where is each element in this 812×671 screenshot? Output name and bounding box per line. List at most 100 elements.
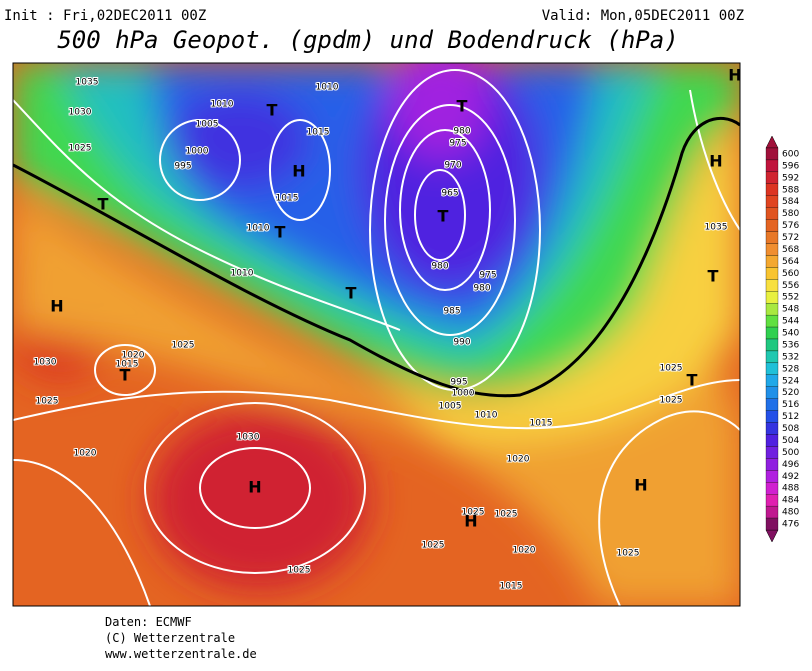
isobar-label: 975	[449, 139, 466, 149]
colorbar-label: 516	[782, 400, 799, 410]
isobar-label: 980	[473, 284, 490, 294]
colorbar-label: 512	[782, 412, 799, 422]
init-time: Init : Fri,02DEC2011 00Z	[4, 8, 206, 24]
colorbar-cell	[765, 517, 779, 531]
colorbar-label: 536	[782, 340, 799, 350]
colorbar-cell	[765, 291, 779, 304]
colorbar-cell	[765, 350, 779, 364]
colorbar-label: 580	[782, 209, 799, 219]
colorbar-cell	[765, 183, 779, 196]
colorbar-label: 584	[782, 197, 799, 207]
colorbar-label: 496	[782, 460, 799, 470]
map-labels: 1035 1030 1025 1010 1005 1000 995 T 1015 H 1015 101…	[33, 66, 740, 593]
isobar-label: 1015	[307, 128, 330, 138]
valid-time: Valid: Mon,05DEC2011 00Z	[542, 8, 744, 24]
colorbar-label: 568	[782, 245, 799, 255]
colorbar-cell	[765, 195, 779, 208]
colorbar-cell	[765, 505, 779, 519]
isobar-label: 1015	[530, 419, 553, 429]
colorbar-label: 576	[782, 221, 799, 231]
colorbar-label: 524	[782, 376, 799, 386]
isobar-label: 1030	[237, 433, 260, 443]
isobar-label: 1020	[122, 351, 145, 361]
colorbar-cell	[765, 314, 779, 328]
isobar-label: 1000	[186, 147, 209, 157]
isobar-label: 1005	[196, 120, 219, 130]
isobar-label: 1025	[422, 541, 445, 551]
isobar-label: 1025	[288, 566, 311, 576]
isobar-label: 1015	[500, 582, 523, 592]
isobar-label: 1010	[247, 224, 270, 234]
colorbar-label: 572	[782, 233, 799, 243]
colorbar-cell	[765, 255, 779, 268]
isobar-label: 1025	[36, 397, 59, 407]
isobar-label: 1010	[231, 269, 254, 279]
isobar-label: 1025	[495, 510, 518, 520]
colorbar-label: 528	[782, 364, 799, 374]
pressure-center: T	[346, 284, 357, 303]
552-line	[13, 116, 740, 398]
isobar-label: 1020	[507, 455, 530, 465]
isobar-label: 1025	[617, 549, 640, 559]
colorbar-cell	[765, 243, 779, 256]
pressure-center: H	[709, 152, 722, 171]
map-frame	[12, 62, 741, 607]
isobar-label: 1010	[316, 83, 339, 93]
colorbar-cell	[765, 231, 779, 244]
pressure-center: T	[120, 366, 131, 385]
pressure-center: T	[267, 101, 278, 120]
colorbar-cap	[765, 135, 779, 149]
isobar-label: 1025	[462, 508, 485, 518]
isobar-label: 965	[441, 189, 458, 199]
isobar-label: 1005	[439, 402, 462, 412]
pressure-center: T	[438, 207, 449, 226]
pressure-center: T	[708, 267, 719, 286]
footer-line: Daten: ECMWF	[105, 615, 192, 629]
colorbar-label: 588	[782, 185, 799, 195]
footer-line: www.wetterzentrale.de	[105, 647, 257, 661]
isobar-label: 1010	[211, 100, 234, 110]
colorbar-cell	[765, 326, 779, 340]
pressure-center: T	[457, 97, 468, 116]
field	[13, 63, 740, 606]
colorbar-label: 552	[782, 293, 799, 303]
isobar-label: 980	[453, 127, 470, 137]
isobar-label: 1030	[34, 358, 57, 368]
isobar-label: 1015	[276, 194, 299, 204]
colorbar-cell	[765, 303, 779, 316]
colorbar-label: 548	[782, 305, 799, 315]
isobar-label: 1030	[69, 108, 92, 118]
colorbar-label: 480	[782, 508, 799, 518]
colorbar-label: 556	[782, 281, 799, 291]
colorbar-label: 520	[782, 388, 799, 398]
colorbar-cell	[765, 422, 779, 435]
isobars	[13, 69, 740, 606]
isobar-label: 980	[431, 262, 448, 272]
colorbar-label: 564	[782, 257, 799, 267]
colorbar-cell	[765, 219, 779, 232]
colorbar-label: 596	[782, 161, 799, 171]
isobar-label: 995	[450, 378, 467, 388]
isobar-label: 995	[174, 162, 191, 172]
colorbar-cell	[765, 362, 779, 375]
colorbar-cap	[765, 529, 779, 543]
colorbar-cell	[765, 494, 779, 507]
colorbar-cell	[765, 207, 779, 220]
colorbar-cell	[765, 386, 779, 399]
colorbar-cell	[765, 470, 779, 483]
pressure-center: H	[292, 162, 305, 181]
isobar-label: 1035	[76, 78, 99, 88]
isobar-label: 990	[453, 338, 470, 348]
pressure-center: T	[275, 223, 286, 242]
isobar-label: 1035	[705, 223, 728, 233]
colorbar: 600 596 592 588 584 580 576 572 568 564 560 556 552 5…	[765, 135, 799, 543]
isobar-label: 985	[443, 307, 460, 317]
colorbar-label: 504	[782, 436, 799, 446]
colorbar-cell	[765, 446, 779, 459]
footer-line: (C) Wetterzentrale	[105, 631, 235, 645]
colorbar-label: 488	[782, 484, 799, 494]
isobar-label: 1020	[74, 449, 97, 459]
isobar-label: 1025	[69, 144, 92, 154]
colorbar-label: 540	[782, 329, 799, 339]
